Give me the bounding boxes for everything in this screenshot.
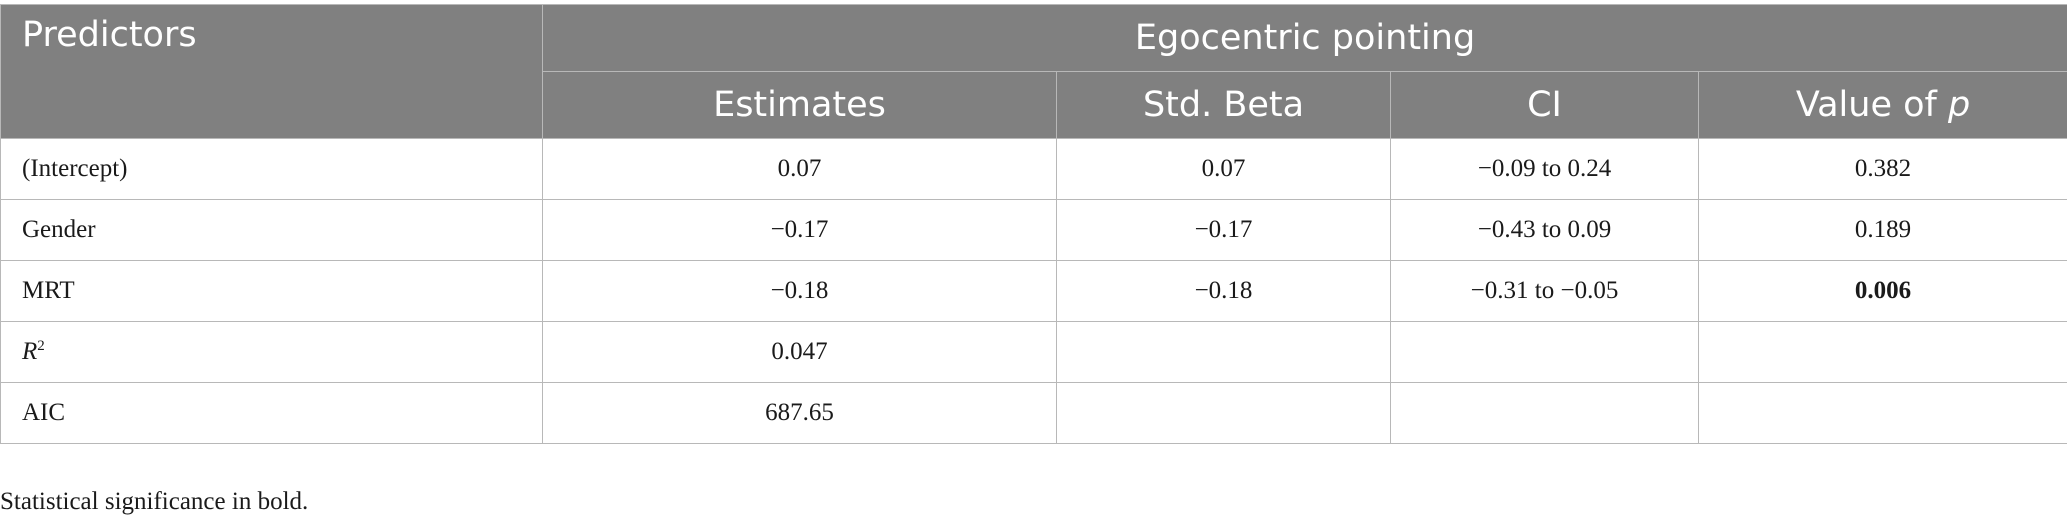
- std-beta-cell: 0.07: [1056, 138, 1391, 200]
- row-label: AIC: [0, 382, 543, 444]
- table-body: (Intercept) 0.07 0.07 −0.09 to 0.24 0.38…: [0, 138, 2067, 444]
- table-row-r-squared: R2 0.047: [0, 321, 2067, 383]
- p-value-header-prefix: Value of: [1795, 85, 1948, 125]
- row-label: MRT: [0, 260, 543, 322]
- estimate-cell: 0.07: [542, 138, 1057, 200]
- table-header: Predictors Egocentric pointing Estimates…: [0, 4, 2067, 139]
- table-footnote: Statistical significance in bold.: [0, 488, 309, 515]
- estimates-header: Estimates: [542, 71, 1057, 139]
- header-row-group: Predictors Egocentric pointing: [0, 4, 2067, 139]
- ci-cell: −0.09 to 0.24: [1390, 138, 1699, 200]
- p-value-cell-significant: 0.006: [1697, 260, 2067, 322]
- header-row-columns: Estimates Std. Beta CI Value of p: [1, 71, 2067, 139]
- std-beta-cell: [1056, 382, 1391, 444]
- ci-cell: [1390, 321, 1699, 383]
- ci-cell: [1390, 382, 1699, 444]
- p-value-header-symbol: p: [1947, 85, 1971, 125]
- table-row-gender: Gender −0.17 −0.17 −0.43 to 0.09 0.189: [0, 199, 2067, 261]
- estimate-cell: 687.65: [542, 382, 1057, 444]
- std-beta-cell: −0.17: [1056, 199, 1391, 261]
- predictors-header: Predictors: [0, 4, 543, 139]
- std-beta-header: Std. Beta: [1056, 71, 1391, 139]
- r-symbol: R: [22, 338, 38, 365]
- row-label: Gender: [0, 199, 543, 261]
- p-value-header: Value of p: [1697, 71, 2067, 139]
- p-value-cell: [1697, 321, 2067, 383]
- table-row-aic: AIC 687.65: [0, 382, 2067, 444]
- ci-cell: −0.43 to 0.09: [1390, 199, 1699, 261]
- table-row-intercept: (Intercept) 0.07 0.07 −0.09 to 0.24 0.38…: [0, 138, 2067, 200]
- egocentric-pointing-header: Egocentric pointing: [541, 4, 2067, 72]
- squared-superscript: 2: [37, 338, 45, 354]
- p-value-cell: [1697, 382, 2067, 444]
- table-row-mrt: MRT −0.18 −0.18 −0.31 to −0.05 0.006: [0, 260, 2067, 322]
- ci-cell: −0.31 to −0.05: [1390, 260, 1699, 322]
- row-label: (Intercept): [0, 138, 543, 200]
- results-table: Predictors Egocentric pointing Estimates…: [0, 4, 2067, 444]
- p-value-cell: 0.382: [1697, 138, 2067, 200]
- p-value-cell: 0.189: [1697, 199, 2067, 261]
- std-beta-cell: −0.18: [1056, 260, 1391, 322]
- ci-header: CI: [1390, 71, 1699, 139]
- std-beta-cell: [1056, 321, 1391, 383]
- estimate-cell: −0.18: [542, 260, 1057, 322]
- row-label-r-squared: R2: [0, 321, 543, 383]
- estimate-cell: 0.047: [542, 321, 1057, 383]
- estimate-cell: −0.17: [542, 199, 1057, 261]
